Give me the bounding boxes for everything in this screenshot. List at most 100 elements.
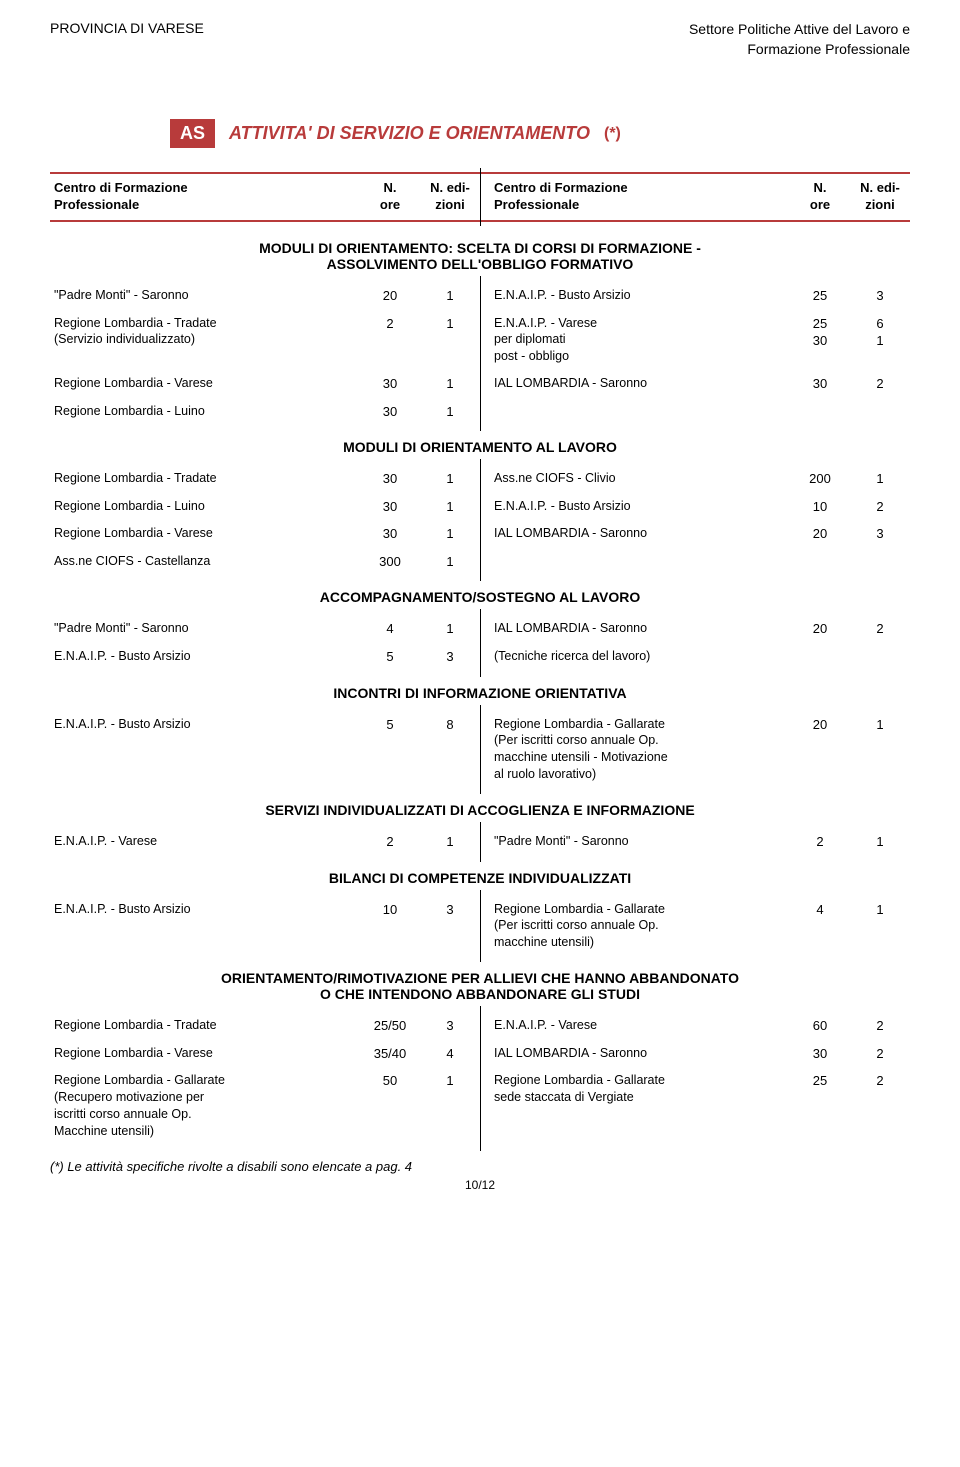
cell-left-name: Regione Lombardia - Varese: [50, 525, 360, 542]
cell-left-name: Regione Lombardia - Tradate(Servizio ind…: [50, 315, 360, 349]
cell-right-name: Ass.ne CIOFS - Clivio: [480, 470, 790, 487]
cell-right-ore: 60: [790, 1017, 850, 1035]
asterisk-marker: (*): [604, 125, 621, 143]
cell-left-name: Regione Lombardia - Tradate: [50, 1017, 360, 1034]
cell-right-ore: 20: [790, 525, 850, 543]
cell-right-edi: 61: [850, 315, 910, 350]
cell-right-edi: 3: [850, 525, 910, 543]
cell-right-edi: 2: [850, 1017, 910, 1035]
cell-left-name: Regione Lombardia - Gallarate(Recupero m…: [50, 1072, 360, 1140]
cell-left-edi: 1: [420, 403, 480, 421]
cell-left-name: Regione Lombardia - Luino: [50, 498, 360, 515]
cell-left-edi: 1: [420, 553, 480, 571]
cell-right-name: IAL LOMBARDIA - Saronno: [480, 1045, 790, 1062]
cell-right-edi: 2: [850, 1045, 910, 1063]
cell-left-ore: 35/40: [360, 1045, 420, 1063]
cell-left-name: E.N.A.I.P. - Busto Arsizio: [50, 716, 360, 733]
cell-right-edi: 1: [850, 716, 910, 734]
section: ACCOMPAGNAMENTO/SOSTEGNO AL LAVORO "Padre…: [50, 589, 910, 670]
cell-left-ore: 5: [360, 716, 420, 734]
header-right: Settore Politiche Attive del Lavoro e Fo…: [689, 20, 910, 59]
cell-left-edi: 1: [420, 525, 480, 543]
cell-right-ore: 30: [790, 375, 850, 393]
cell-left-edi: 1: [420, 287, 480, 305]
cell-right-name: "Padre Monti" - Saronno: [480, 833, 790, 850]
section: BILANCI DI COMPETENZE INDIVIDUALIZZATI E.…: [50, 870, 910, 957]
section-title: SERVIZI INDIVIDUALIZZATI DI ACCOGLIENZA …: [50, 802, 910, 818]
cell-left-name: Ass.ne CIOFS - Castellanza: [50, 553, 360, 570]
section: ORIENTAMENTO/RIMOTIVAZIONE PER ALLIEVI C…: [50, 970, 910, 1145]
category-badge: AS: [170, 119, 215, 148]
cell-right-ore: 30: [790, 1045, 850, 1063]
cell-left-ore: 30: [360, 375, 420, 393]
table-row: Regione Lombardia - Luino301: [50, 398, 910, 426]
header-right-line1: Settore Politiche Attive del Lavoro e: [689, 20, 910, 40]
cell-left-ore: 50: [360, 1072, 420, 1090]
cell-right-edi: 3: [850, 287, 910, 305]
section-title: ORIENTAMENTO/RIMOTIVAZIONE PER ALLIEVI C…: [50, 970, 910, 1002]
cell-left-ore: 30: [360, 498, 420, 516]
cell-left-name: Regione Lombardia - Tradate: [50, 470, 360, 487]
cell-right-name: Regione Lombardia - Gallarate(Per iscrit…: [480, 716, 790, 784]
section: MODULI DI ORIENTAMENTO AL LAVORORegione …: [50, 439, 910, 575]
cell-left-ore: 300: [360, 553, 420, 571]
cell-right-name: E.N.A.I.P. - Vareseper diplomatipost - o…: [480, 315, 790, 366]
page-header: PROVINCIA DI VARESE Settore Politiche At…: [50, 20, 910, 59]
cell-right-name: Regione Lombardia - Gallarate(Per iscrit…: [480, 901, 790, 952]
cell-left-edi: 4: [420, 1045, 480, 1063]
cell-left-name: Regione Lombardia - Varese: [50, 375, 360, 392]
cell-left-edi: 1: [420, 498, 480, 516]
column-headers: Centro di Formazione Professionale N. or…: [50, 172, 910, 222]
section-title: INCONTRI DI INFORMAZIONE ORIENTATIVA: [50, 685, 910, 701]
cell-left-edi: 1: [420, 315, 480, 333]
section: MODULI DI ORIENTAMENTO: SCELTA DI CORSI …: [50, 240, 910, 425]
cell-right-ore: 25: [790, 287, 850, 305]
table-row: Regione Lombardia - Gallarate(Recupero m…: [50, 1067, 910, 1145]
cell-left-edi: 3: [420, 1017, 480, 1035]
cell-left-ore: 20: [360, 287, 420, 305]
section-title: ACCOMPAGNAMENTO/SOSTEGNO AL LAVORO: [50, 589, 910, 605]
cell-left-ore: 5: [360, 648, 420, 666]
cell-left-edi: 3: [420, 648, 480, 666]
cell-right-name: IAL LOMBARDIA - Saronno: [480, 375, 790, 392]
cell-right-name: E.N.A.I.P. - Busto Arsizio: [480, 287, 790, 304]
cell-right-name: IAL LOMBARDIA - Saronno: [480, 620, 790, 637]
cell-left-ore: 30: [360, 470, 420, 488]
section-title: BILANCI DI COMPETENZE INDIVIDUALIZZATI: [50, 870, 910, 886]
cell-left-name: "Padre Monti" - Saronno: [50, 620, 360, 637]
cell-left-ore: 30: [360, 525, 420, 543]
cell-left-name: E.N.A.I.P. - Varese: [50, 833, 360, 850]
colhdr-ore-2: N. ore: [790, 180, 850, 214]
cell-left-name: "Padre Monti" - Saronno: [50, 287, 360, 304]
cell-left-edi: 3: [420, 901, 480, 919]
cell-left-edi: 1: [420, 470, 480, 488]
cell-left-name: Regione Lombardia - Varese: [50, 1045, 360, 1062]
header-left: PROVINCIA DI VARESE: [50, 20, 204, 59]
page-number: 10/12: [50, 1178, 910, 1192]
cell-right-name: Regione Lombardia - Gallaratesede stacca…: [480, 1072, 790, 1106]
cell-right-ore: 4: [790, 901, 850, 919]
cell-right-ore: 20: [790, 620, 850, 638]
cell-right-edi: 2: [850, 620, 910, 638]
cell-left-name: E.N.A.I.P. - Busto Arsizio: [50, 648, 360, 665]
section: SERVIZI INDIVIDUALIZZATI DI ACCOGLIENZA …: [50, 802, 910, 856]
table-row: Ass.ne CIOFS - Castellanza3001: [50, 548, 910, 576]
cell-left-ore: 10: [360, 901, 420, 919]
table-row: E.N.A.I.P. - Busto Arsizio53(Tecniche ri…: [50, 643, 910, 671]
cell-right-name: E.N.A.I.P. - Busto Arsizio: [480, 498, 790, 515]
cell-left-ore: 25/50: [360, 1017, 420, 1035]
cell-right-ore: 20: [790, 716, 850, 734]
footnote: (*) Le attività specifiche rivolte a dis…: [50, 1159, 910, 1174]
cell-right-edi: 2: [850, 1072, 910, 1090]
cell-left-name: E.N.A.I.P. - Busto Arsizio: [50, 901, 360, 918]
section-title: MODULI DI ORIENTAMENTO: SCELTA DI CORSI …: [50, 240, 910, 272]
colhdr-edi-2: N. edi- zioni: [850, 180, 910, 214]
cell-right-ore: 2: [790, 833, 850, 851]
cell-right-name: IAL LOMBARDIA - Saronno: [480, 525, 790, 542]
cell-right-ore: 10: [790, 498, 850, 516]
main-title: ATTIVITA' DI SERVIZIO E ORIENTAMENTO: [229, 123, 590, 144]
cell-left-ore: 2: [360, 833, 420, 851]
cell-right-name: (Tecniche ricerca del lavoro): [480, 648, 790, 665]
cell-left-edi: 1: [420, 833, 480, 851]
cell-right-edi: 2: [850, 498, 910, 516]
